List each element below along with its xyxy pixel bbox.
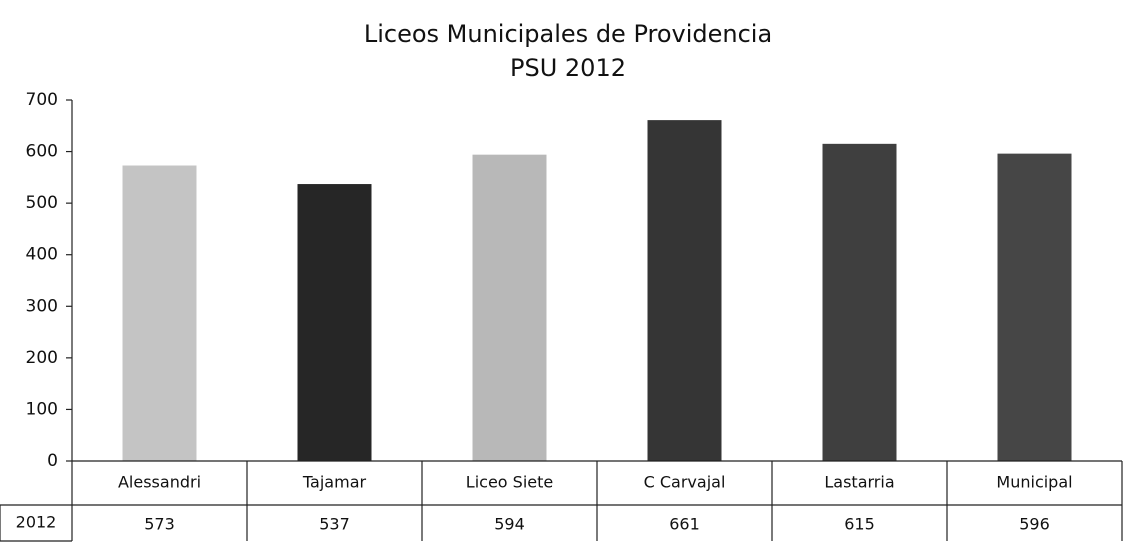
- x-tick-label: Municipal: [996, 473, 1072, 492]
- y-tick-label: 400: [26, 245, 58, 265]
- bar: [297, 184, 372, 461]
- data-label: 573: [144, 515, 175, 534]
- y-tick-label: 300: [26, 296, 58, 316]
- x-tick-label: Alessandri: [118, 473, 201, 492]
- y-tick-label: 600: [26, 142, 58, 162]
- bar: [647, 120, 722, 461]
- bar: [472, 154, 547, 461]
- bar: [122, 165, 197, 461]
- data-label: 537: [319, 515, 350, 534]
- y-tick-label: 100: [26, 399, 58, 419]
- y-tick-label: 700: [26, 90, 58, 110]
- bar: [822, 143, 897, 462]
- bar: [997, 153, 1072, 462]
- data-label: 661: [669, 515, 700, 534]
- x-tick-label: Tajamar: [302, 473, 367, 492]
- y-tick-label: 500: [26, 193, 58, 213]
- x-tick-label: C Carvajal: [644, 473, 726, 492]
- data-label: 594: [494, 515, 525, 534]
- x-tick-label: Liceo Siete: [466, 473, 553, 492]
- data-label: 596: [1019, 515, 1050, 534]
- legend-entry: 2012: [16, 513, 57, 532]
- y-tick-label: 200: [26, 348, 58, 368]
- x-tick-label: Lastarria: [824, 473, 894, 492]
- chart-subtitle: PSU 2012: [510, 54, 626, 82]
- data-label: 615: [844, 515, 875, 534]
- chart-title: Liceos Municipales de Providencia: [364, 20, 772, 48]
- y-tick-label: 0: [47, 451, 58, 471]
